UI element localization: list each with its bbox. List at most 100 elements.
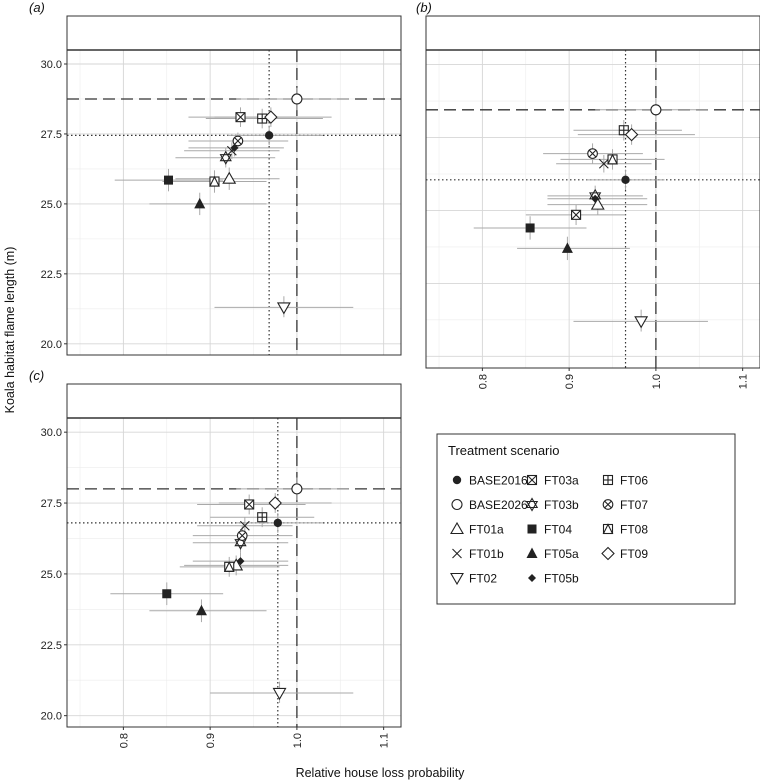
panel-c-ytick-27.5: 27.5 [41,498,62,510]
panel-a-ytick-20.0: 20.0 [41,339,62,351]
legend-label-FT06: FT06 [620,474,648,488]
panel-a-ytick-30.0: 30.0 [41,59,62,71]
legend-marker-FT02 [450,572,464,586]
legend-item-FT05a: FT05a [526,547,579,561]
panel-a-point-FT06 [257,113,268,124]
legend-label-FT07: FT07 [620,498,648,512]
legend-marker-BASE2016 [452,475,462,485]
legend-label-FT08: FT08 [620,523,648,537]
legend-item-FT03a: FT03a [526,474,579,488]
legend-title: Treatment scenario [448,443,560,458]
panel-c-frame [66,383,402,728]
panel-c: (c) 20.0 22.5 25.0 27.5 30.0 0.8 0.9 1.0 1.1 [29,368,402,748]
panel-b-point-FT05a [561,242,573,253]
x-axis-label: Relative house loss probability [296,766,466,780]
panel-b-xtick-1.1: 1.1 [738,374,750,389]
legend-label-FT05a: FT05a [544,547,579,561]
legend-item-FT07: FT07 [602,498,648,512]
panel-c-point-FT08 [223,561,235,572]
panel-c-point-FT09 [268,496,282,510]
panel-c-ytick-30.0: 30.0 [41,427,62,439]
panel-c-grid [67,418,401,727]
panel-b-error-bars [473,98,708,332]
legend-marker-FT09 [601,546,615,561]
panel-a-error-bars [114,87,354,318]
panel-c-ytick-22.5: 22.5 [41,640,62,652]
legend-item-FT01b: FT01b [452,547,504,561]
panel-c-xtick-0.9: 0.9 [205,733,217,748]
panel-a-ytick-25.0: 25.0 [41,199,62,211]
legend-item-FT03b: FT03b [525,497,579,512]
panel-c-point-FT03a [244,499,255,510]
panel-a-point-BASE2016 [264,131,274,140]
panel-c-ytick-25.0: 25.0 [41,569,62,581]
panel-c-ytick-20.0: 20.0 [41,711,62,723]
panel-a-grid [67,50,401,355]
panel-b-point-FT05b [591,194,600,203]
panel-b-label: (b) [416,0,432,15]
panel-b-point-BASE2016 [621,175,630,185]
panel-a-point-FT07 [232,135,244,147]
panel-a-point-FT03b [219,150,232,165]
legend-item-FT06: FT06 [602,474,648,488]
legend-label-FT01b: FT01b [469,547,504,561]
legend-marker-FT01a [450,521,464,535]
panel-b-xtick-1.0: 1.0 [651,374,663,389]
panel-c-xtick-1.1: 1.1 [379,733,391,748]
panel-b-point-FT01b [598,158,609,169]
panel-c-point-BASE2026 [291,483,303,495]
panel-b-grid [426,50,760,368]
legend-marker-FT04 [527,524,537,534]
legend-item-FT09: FT09 [601,546,648,561]
legend-label-FT03a: FT03a [544,474,579,488]
panel-b-point-FT09 [624,127,639,142]
legend-label-FT01a: FT01a [469,523,504,537]
panel-b-point-FT02 [634,316,649,329]
panel-b: (b) 0.8 0.9 1.0 1.1 [416,0,760,389]
panel-a-point-BASE2026 [291,93,303,105]
panel-a-point-FT03a [235,112,246,123]
legend-marker-FT05b [528,574,536,582]
legend-label-BASE2016: BASE2016 [469,474,528,488]
legend-label-BASE2026: BASE2026 [469,498,528,512]
panel-b-point-FT04 [525,223,535,233]
legend-marker-FT07 [602,499,614,510]
legend-box [436,433,736,605]
legend-item-BASE2026: BASE2026 [451,498,528,512]
legend-marker-FT03a [526,474,538,486]
panel-b-xtick-0.9: 0.9 [564,374,576,389]
panel-a-point-FT05a [194,197,206,209]
panel-b-point-FT06 [618,125,629,136]
panel-a-point-FT01a [222,171,237,184]
panel-c-point-BASE2016 [273,518,283,528]
panel-c-xtick-1.0: 1.0 [292,733,304,748]
legend-marker-FT08 [602,523,614,535]
panel-a-frame [66,15,402,356]
legend-marker-FT03b [525,497,539,512]
panel-b-point-FT03a [571,209,582,220]
panel-c-xtick-0.8: 0.8 [118,733,130,748]
legend-item-FT02: FT02 [450,572,497,586]
legend: Treatment scenario BASE2016 BASE2026 FT01a F… [436,433,736,605]
panel-c-label: (c) [29,368,44,383]
panel-b-xtick-0.8: 0.8 [477,374,489,389]
legend-marker-FT05a [526,547,538,558]
panel-c-point-FT05b [236,557,245,566]
legend-item-FT08: FT08 [602,523,648,537]
legend-marker-FT01b [452,548,462,559]
panel-a-point-FT02 [276,302,291,315]
legend-item-FT04: FT04 [527,523,572,537]
panel-b-frame [425,15,760,369]
panel-c-point-FT01b [239,520,250,531]
panel-c-point-FT05a [195,604,207,616]
panel-a-ytick-27.5: 27.5 [41,129,62,141]
legend-marker-FT06 [602,474,614,486]
legend-label-FT05b: FT05b [544,572,579,586]
panel-c-point-FT04 [162,589,172,599]
legend-label-FT02: FT02 [469,572,497,586]
panel-a: (a) 20.0 22.5 25.0 27.5 30.0 [29,0,402,356]
panel-a-ytick-22.5: 22.5 [41,269,62,281]
panel-a-point-FT08 [209,175,220,187]
legend-marker-BASE2026 [451,498,463,511]
